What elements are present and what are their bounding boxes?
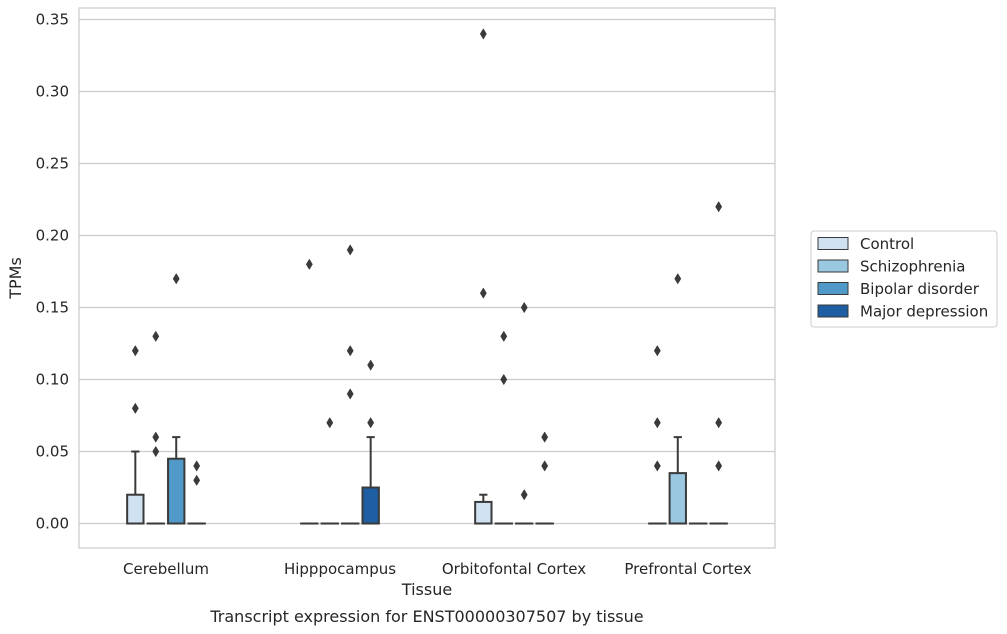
outlier-point [653,345,661,357]
legend: Control Schizophrenia Bipolar disorder Majo… [810,230,998,328]
box-body [126,493,145,525]
outlier-point [715,417,723,429]
outlier-point [500,330,508,342]
outlier-point [479,287,487,299]
gridlines [79,18,775,525]
outlier-point [653,460,661,472]
box-control [474,493,493,525]
outlier-point [653,417,661,429]
outlier-point [674,273,682,285]
box-control [126,450,145,525]
outlier-point [152,431,160,443]
legend-frame [810,230,998,328]
y-axis-title: TPMs [6,257,25,300]
box-body [668,472,687,525]
outlier-point [326,417,334,429]
plot-frame [78,7,776,549]
outlier-point [367,359,375,371]
outlier-point [131,345,139,357]
box-bipolar-disorder [167,436,186,525]
outlier-point [346,244,354,256]
outlier-point [305,258,313,270]
y-tick-label: 0.30 [36,83,69,101]
outlier-point [541,460,549,472]
outlier-point [479,28,487,40]
outlier-point [715,460,723,472]
outlier-point [520,489,528,501]
legend-label: Control [860,235,914,253]
y-tick-label: 0.10 [36,371,69,389]
outlier-point [193,474,201,486]
x-tick-label: Prefrontal Cortex [624,560,751,578]
outlier-point [500,373,508,386]
box-body [167,457,186,525]
x-axis-title: Tissue [401,580,452,599]
outlier-points [131,28,723,501]
outlier-point [346,388,354,400]
box-schizophrenia [668,436,687,525]
legend-swatch [817,259,849,273]
y-tick-label: 0.00 [36,515,69,533]
y-tick-label: 0.25 [36,155,69,173]
outlier-point [193,460,201,472]
chart-caption: Transcript expression for ENST0000030750… [209,607,643,626]
box-major-depression [361,436,380,525]
legend-swatch [817,237,849,250]
outlier-point [172,273,180,285]
outlier-point [541,431,549,443]
outlier-point [346,345,354,357]
legend-swatch [817,282,849,295]
legend-label: Bipolar disorder [860,280,980,298]
outlier-point [131,402,139,414]
y-tick-labels: 0.00 0.05 0.10 0.15 0.20 0.25 0.30 0.35 [36,11,69,533]
outlier-point [715,201,723,213]
x-tick-label: Orbitofontal Cortex [442,560,586,578]
box-body [474,500,493,525]
x-tick-labels: Cerebellum Hipppocampus Orbitofontal Corte… [123,560,752,578]
y-tick-label: 0.05 [36,443,69,461]
box-series [126,436,728,525]
outlier-point [152,330,160,342]
y-tick-label: 0.20 [36,227,69,245]
x-tick-label: Cerebellum [123,560,209,578]
x-tick-label: Hipppocampus [284,560,396,578]
y-tick-label: 0.35 [36,11,69,29]
legend-label: Schizophrenia [860,258,965,276]
legend-swatch [817,304,849,318]
box-body [361,486,380,525]
outlier-point [520,301,528,314]
y-tick-label: 0.15 [36,299,69,317]
outlier-point [367,417,375,429]
legend-label: Major depression [860,303,988,321]
outlier-point [152,445,160,458]
